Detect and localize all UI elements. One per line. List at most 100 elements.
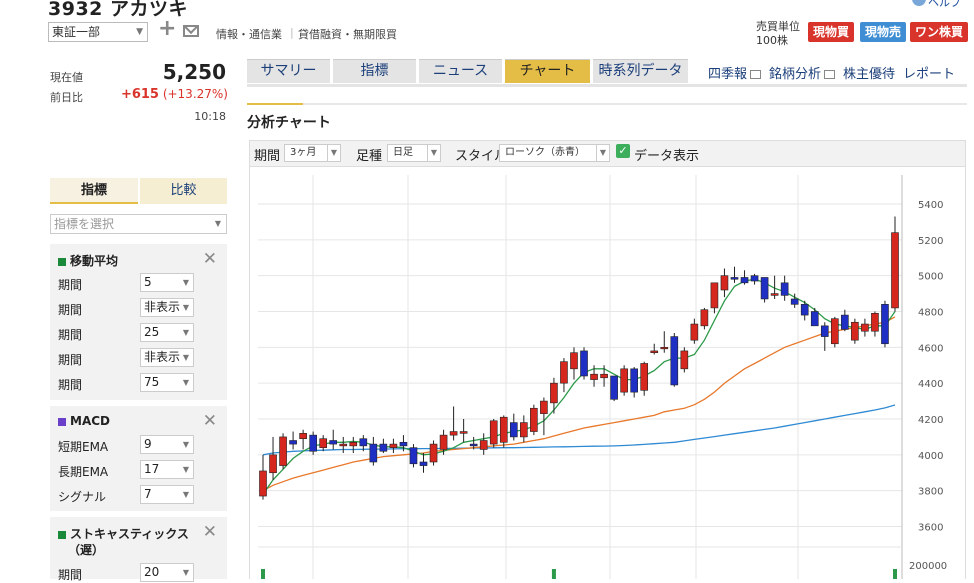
candle-body (820, 325, 829, 337)
volume-bar (893, 569, 897, 579)
tab-timeseries[interactable]: 時系列データ (593, 59, 688, 83)
foot-select[interactable]: 日足 ▼ (387, 144, 441, 162)
tab-chart[interactable]: チャート (505, 59, 590, 83)
chevron-down-icon: ▼ (427, 145, 440, 161)
candle-body (590, 373, 598, 380)
help-icon[interactable] (912, 0, 926, 6)
market-select[interactable]: 東証一部 ▼ (48, 22, 148, 42)
tab-indicators[interactable]: 指標 (333, 59, 416, 83)
candle-body (600, 373, 608, 379)
candle-body (700, 309, 709, 327)
candle-body (540, 400, 548, 414)
candle-body (630, 368, 638, 393)
ma-row-label: 期間 (58, 378, 83, 392)
add-watchlist-icon[interactable]: + (158, 16, 177, 41)
macd-long-select[interactable]: 17 ▼ (140, 460, 194, 479)
candle-body (670, 336, 679, 386)
stoch-panel: ストキャスティックス （遅） ✕ 期間 20 ▼ (50, 517, 227, 582)
ma-title: 移動平均 (58, 252, 118, 269)
ma-color-marker (58, 257, 66, 266)
indicator-select[interactable]: 指標を選択 ▼ (50, 214, 227, 234)
y-tick-label: 5200 (918, 236, 943, 247)
candle-body (379, 443, 388, 452)
candle-body (520, 422, 528, 438)
chevron-down-icon: ▼ (182, 490, 189, 499)
macd-title: MACD (58, 414, 110, 428)
one-share-buy-button[interactable]: ワン株買 (910, 22, 968, 42)
period-select[interactable]: 3ヶ月 ▼ (284, 144, 341, 162)
chevron-down-icon: ▼ (182, 465, 189, 474)
candle-body (690, 323, 699, 341)
candle-body (790, 298, 799, 305)
chevron-down-icon: ▼ (182, 278, 189, 287)
report-link[interactable]: レポート (903, 67, 956, 82)
candle-body (389, 443, 398, 448)
candle-body (800, 304, 809, 316)
stoch-color-marker (58, 530, 66, 539)
candle-body (560, 361, 568, 384)
tab-compare[interactable]: 比較 (140, 178, 227, 204)
candle-body (469, 443, 478, 447)
close-icon[interactable]: ✕ (202, 249, 217, 269)
candle-body (349, 441, 358, 447)
ma-period-select[interactable]: 非表示 ▼ (140, 298, 194, 317)
candle-body (570, 352, 578, 370)
ma-period-select[interactable]: 25 ▼ (140, 323, 194, 342)
tab-underline (247, 84, 967, 87)
candle-body (339, 443, 348, 447)
candle-body (289, 440, 297, 445)
chevron-down-icon: ▼ (182, 303, 189, 312)
candle-body (610, 375, 618, 400)
tab-summary[interactable]: サマリー (247, 59, 330, 83)
analysis-link[interactable]: 銘柄分析 (769, 63, 836, 82)
price-change-value: +615 (120, 87, 159, 102)
y-tick-label: 3600 (918, 523, 943, 534)
quote-time: 10:18 (194, 110, 226, 123)
indicator-select-placeholder: 指標を選択 (54, 217, 115, 231)
chevron-down-icon: ▼ (182, 328, 189, 337)
tab-indicator[interactable]: 指標 (50, 178, 138, 204)
y-tick-label: 4000 (918, 451, 943, 462)
y-tick-label: 3800 (918, 487, 943, 498)
close-icon[interactable]: ✕ (202, 411, 217, 431)
benefit-link[interactable]: 株主優待 (843, 67, 896, 82)
quarterly-link[interactable]: 四季報 (708, 63, 762, 82)
cash-buy-button[interactable]: 現物買 (808, 22, 854, 42)
candle-body (479, 440, 488, 450)
current-price: 5,250 (162, 60, 226, 84)
volume-tick-label: 200000 (909, 561, 947, 572)
quarterly-link-label: 四季報 (708, 67, 748, 82)
candle-body (580, 350, 588, 377)
stoch-subtitle: （遅） (68, 543, 105, 557)
style-select[interactable]: ローソク（赤青） ▼ (499, 144, 610, 162)
chevron-down-icon: ▼ (182, 568, 189, 577)
macd-row-label: シグナル (58, 490, 107, 504)
data-display-checkbox[interactable]: ✓ (616, 144, 630, 158)
candle-body (369, 443, 378, 463)
help-link[interactable]: ヘルプ (928, 0, 961, 9)
chevron-down-icon: ▼ (596, 145, 609, 161)
candle-body (871, 312, 879, 332)
candle-body (259, 470, 267, 497)
ma-row-label: 期間 (58, 278, 83, 292)
stoch-period-select[interactable]: 20 ▼ (140, 563, 194, 582)
macd-signal-select[interactable]: 7 ▼ (140, 485, 194, 504)
candle-body (489, 420, 498, 445)
ma-period-select[interactable]: 非表示 ▼ (140, 348, 194, 367)
cash-sell-button[interactable]: 現物売 (860, 22, 906, 42)
macd-row-label: 短期EMA (58, 440, 109, 454)
ma-row-label: 期間 (58, 303, 83, 317)
mail-icon[interactable] (183, 25, 199, 37)
ma-period-select[interactable]: 5 ▼ (140, 273, 194, 292)
candle-body (750, 275, 759, 282)
foot-label: 足種 (356, 149, 383, 164)
candle-body (660, 347, 669, 350)
tab-news[interactable]: ニュース (419, 59, 502, 83)
y-tick-label: 4400 (918, 379, 943, 390)
candle-body (530, 407, 538, 432)
stoch-period-value: 20 (144, 565, 160, 579)
macd-short-select[interactable]: 9 ▼ (140, 435, 194, 454)
ma-period-value: 非表示 (144, 350, 181, 364)
ma-period-select[interactable]: 75 ▼ (140, 373, 194, 392)
close-icon[interactable]: ✕ (202, 522, 217, 542)
